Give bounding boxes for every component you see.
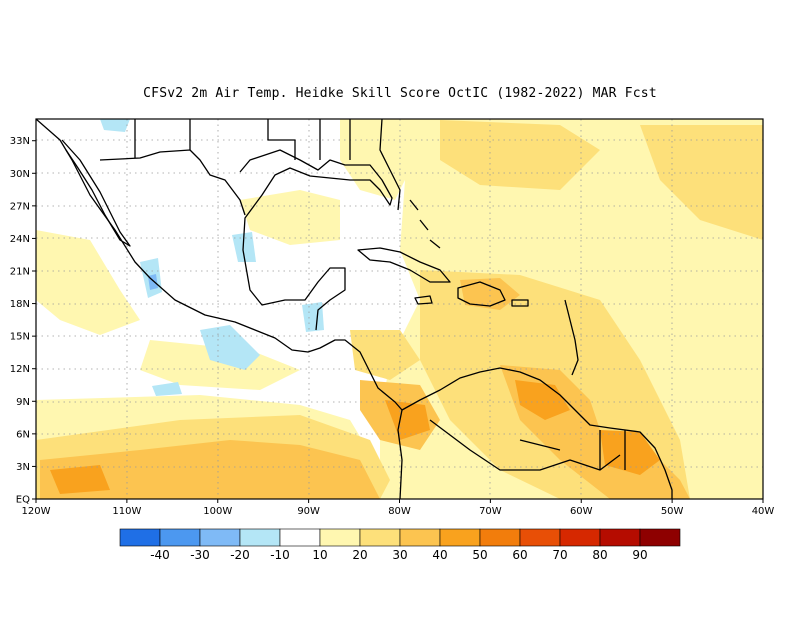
lon-tick-label: 60W	[570, 506, 593, 517]
colorbar-label: -40	[150, 548, 170, 562]
shade-40-colombia	[385, 400, 430, 440]
colorbar-swatch	[239, 528, 281, 547]
colorbar-label: -30	[190, 548, 210, 562]
lon-tick-label: 120W	[22, 506, 51, 517]
colorbar: -40 -30 -20 -10 10 20 30 40 50 60 70 80 90	[119, 528, 681, 562]
coastline-florida	[379, 119, 401, 211]
lon-tick-label: 70W	[479, 506, 502, 517]
lat-tick-label: 3N	[16, 462, 30, 473]
colorbar-swatch	[519, 528, 561, 547]
border-south-america	[429, 419, 626, 471]
coastline-cuba	[357, 247, 451, 283]
shade-20-atlantic-a	[440, 120, 600, 190]
colorbar-swatch	[639, 528, 681, 547]
border-us-north	[134, 119, 351, 160]
coastline-colombia-pacific	[397, 409, 403, 499]
shade-pacific-mid	[140, 340, 300, 390]
lon-tick-label: 90W	[297, 506, 320, 517]
colorbar-swatch	[479, 528, 521, 547]
colorbar-label: 10	[312, 548, 327, 562]
colorbar-swatch	[199, 528, 241, 547]
shade-30-pacific	[40, 440, 380, 499]
colorbar-swatch	[399, 528, 441, 547]
colorbar-swatch	[439, 528, 481, 547]
coastline-north-america	[36, 119, 403, 411]
lat-tick-label: 15N	[10, 332, 30, 343]
colorbar-swatch	[359, 528, 401, 547]
colorbar-label: 40	[432, 548, 447, 562]
lat-tick-label: EQ	[16, 495, 30, 506]
lat-tick-label: 24N	[10, 234, 30, 245]
shade-neg-southpac	[152, 382, 182, 396]
lat-tick-label: 12N	[10, 364, 30, 375]
shade-40-guianas	[600, 430, 660, 475]
lon-tick-label: 40W	[752, 506, 775, 517]
shade-30-hispaniola	[460, 278, 520, 310]
border-us-mexico	[99, 149, 246, 216]
colorbar-swatch	[119, 528, 161, 547]
lat-tick-label: 6N	[16, 429, 30, 440]
lat-tick-label: 30N	[10, 169, 30, 180]
coastlines	[36, 119, 673, 499]
colorbar-swatch	[159, 528, 201, 547]
longitude-axis: 120W 110W 100W 90W 80W 70W 60W 50W 40W	[22, 499, 775, 517]
lat-tick-label: 9N	[16, 397, 30, 408]
coastline-bahamas	[409, 199, 441, 249]
shade-neg-pacific	[200, 325, 260, 370]
coastline-gulf	[239, 149, 393, 331]
shade-pacific-west	[36, 230, 140, 335]
lat-tick-label: 33N	[10, 136, 30, 147]
shade-neg-north	[100, 119, 130, 132]
colorbar-swatch	[559, 528, 601, 547]
colorbar-label: 90	[632, 548, 647, 562]
colorbar-label: 60	[512, 548, 527, 562]
coastline-south-america	[401, 367, 673, 499]
colorbar-label: -10	[270, 548, 290, 562]
latitude-axis: EQ 3N 6N 9N 12N 15N 18N 21N 24N 27N 30N 33N	[10, 136, 36, 506]
coastline-puertorico	[511, 299, 529, 307]
colorbar-label: 30	[392, 548, 407, 562]
colorbar-label: 50	[472, 548, 487, 562]
lat-tick-label: 21N	[10, 267, 30, 278]
colorbar-label: -20	[230, 548, 250, 562]
lat-tick-label: 18N	[10, 299, 30, 310]
coastline-baja	[61, 139, 131, 247]
colorbar-swatch	[279, 528, 321, 547]
colorbar-label: 80	[592, 548, 607, 562]
shade-neg-mexico	[232, 232, 256, 262]
colorbar-swatch	[319, 528, 361, 547]
lat-tick-label: 27N	[10, 201, 30, 212]
colorbar-label: 70	[552, 548, 567, 562]
colorbar-swatch	[599, 528, 641, 547]
lon-tick-label: 110W	[112, 506, 141, 517]
shade-40-pacific	[50, 465, 110, 494]
coastline-jamaica	[414, 295, 433, 305]
shade-gulf	[240, 190, 340, 245]
lon-tick-label: 100W	[203, 506, 232, 517]
colorbar-label: 20	[352, 548, 367, 562]
skill-shading-layer	[36, 119, 763, 499]
lon-tick-label: 50W	[661, 506, 684, 517]
shade-40-venezuela	[515, 380, 570, 420]
lon-tick-label: 80W	[388, 506, 411, 517]
map-grid	[36, 119, 763, 499]
coastline-antilles	[564, 299, 579, 376]
coastline-hispaniola	[457, 281, 506, 307]
chart-title: CFSv2 2m Air Temp. Heidke Skill Score Oc…	[143, 86, 657, 101]
shade-20-atlantic-b	[640, 125, 763, 240]
